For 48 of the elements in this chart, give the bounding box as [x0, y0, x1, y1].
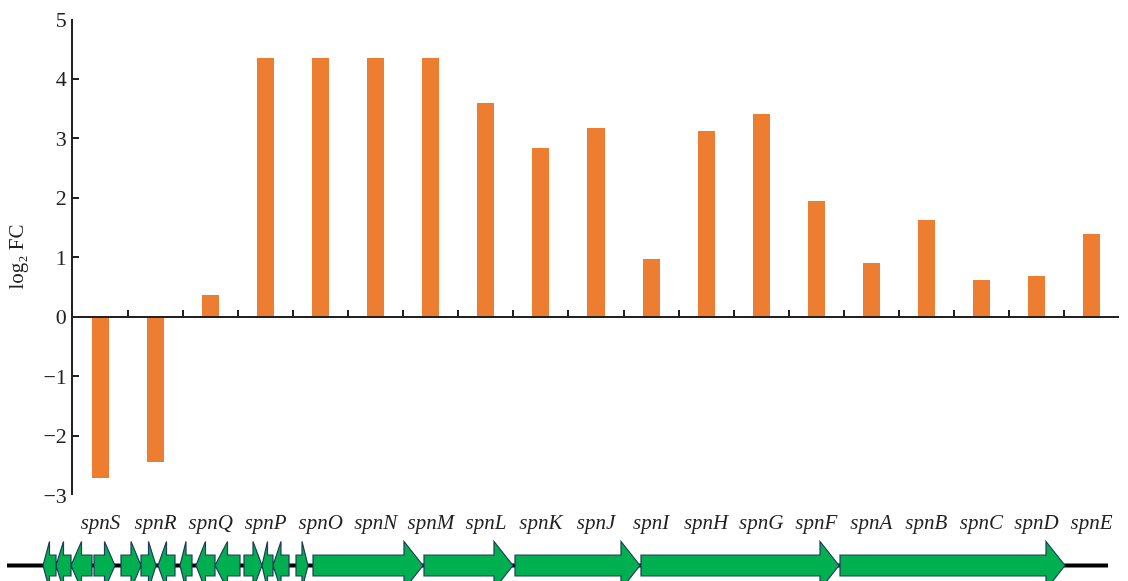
- bar: [532, 148, 549, 317]
- bar: [973, 280, 990, 317]
- x-tick-label: spnK: [519, 510, 564, 534]
- bar: [1083, 234, 1100, 317]
- y-tick-label: 1: [55, 244, 67, 270]
- x-tick-label: spnG: [738, 510, 784, 534]
- bar: [753, 114, 770, 317]
- x-tick-label: spnB: [905, 510, 948, 534]
- x-tick-label: spnD: [1014, 510, 1059, 534]
- x-tick-label: spnP: [244, 510, 287, 534]
- bar: [257, 58, 274, 317]
- bar: [312, 58, 329, 317]
- x-tick-label: spnH: [683, 510, 731, 534]
- bar: [1028, 276, 1045, 317]
- bar: [147, 317, 164, 462]
- bar: [698, 131, 715, 317]
- y-tick-label: 5: [55, 6, 67, 32]
- y-axis-title: log₂ FC: [4, 224, 29, 290]
- x-tick-label: spnJ: [576, 510, 617, 534]
- y-tick-label: 0: [55, 304, 67, 330]
- x-tick-label: spnR: [134, 510, 177, 534]
- x-tick-label: spnQ: [188, 510, 233, 534]
- y-tick-label: −2: [43, 423, 67, 449]
- y-tick-label: −3: [43, 482, 67, 508]
- x-tick-label: spnI: [632, 510, 671, 534]
- bar: [202, 295, 219, 317]
- y-tick-label: 2: [55, 185, 67, 211]
- x-tick-label: spnS: [80, 510, 121, 534]
- y-tick-label: 4: [55, 66, 67, 92]
- x-tick-label: spnA: [850, 510, 893, 534]
- x-tick-label: spnE: [1070, 510, 1113, 534]
- bar: [477, 103, 494, 317]
- x-tick-label: spnO: [298, 510, 343, 534]
- x-tick-label: spnM: [407, 510, 456, 534]
- bar: [367, 58, 384, 317]
- bar: [422, 58, 439, 317]
- bar: [863, 263, 880, 317]
- x-tick-label: spnC: [959, 510, 1004, 534]
- x-tick-label: spnN: [354, 510, 399, 534]
- bar: [92, 317, 109, 478]
- bar: [643, 259, 660, 317]
- x-tick-label: spnF: [795, 510, 838, 534]
- bar: [587, 128, 605, 317]
- y-tick-label: 3: [55, 125, 67, 151]
- bar: [918, 220, 935, 317]
- y-tick-label: −1: [43, 363, 67, 389]
- x-tick-label: spnL: [465, 510, 507, 534]
- bar: [808, 201, 825, 317]
